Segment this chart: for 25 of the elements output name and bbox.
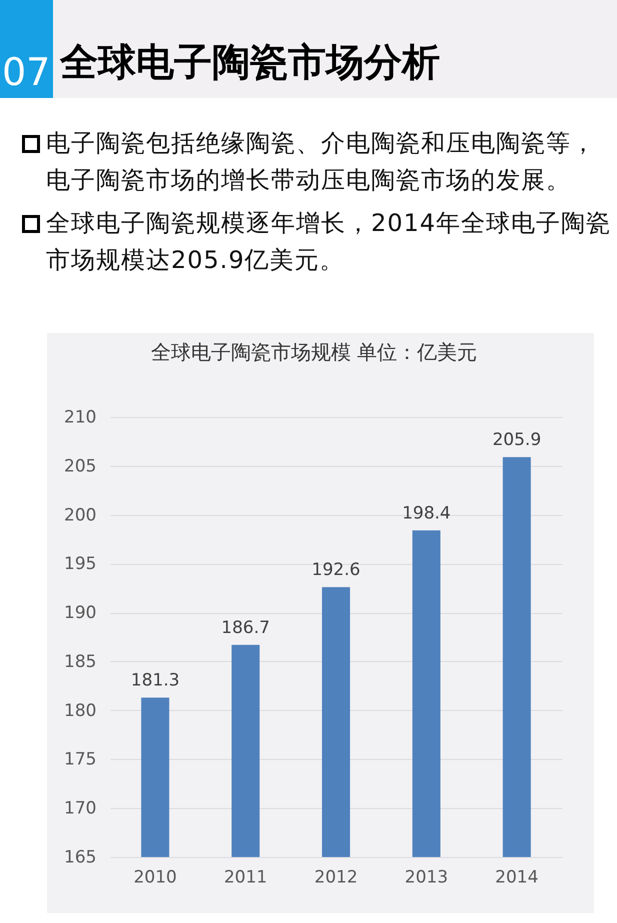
x-tick-label: 2013: [404, 868, 448, 888]
y-tick-label: 190: [64, 603, 96, 624]
y-tick-label: 170: [64, 798, 96, 819]
y-tick-label: 165: [64, 848, 96, 868]
x-tick-label: 2014: [495, 868, 538, 888]
x-tick-label: 2012: [314, 868, 358, 888]
x-tick-label: 2011: [224, 868, 268, 888]
y-tick-label: 185: [64, 652, 96, 672]
text: 电子陶瓷包括绝缘陶瓷、介电陶瓷和压电陶瓷等，电子陶瓷市场的增长带动压电陶瓷市场的发展。: [46, 129, 596, 194]
chart-subtitle: 全球电子陶瓷市场规模 单位：亿美元: [150, 340, 478, 364]
y-tick-label: 200: [64, 505, 96, 526]
y-tick-label: 175: [64, 750, 96, 770]
y-tick-label: 205: [64, 456, 96, 476]
text: 全球电子陶瓷规模逐年增长，2014年全球电子陶瓷市场规模达205.9亿美元。: [46, 209, 612, 274]
y-tick-label: 210: [64, 408, 96, 428]
data-label: 181.3: [130, 670, 180, 691]
y-tick-label: 195: [64, 554, 96, 574]
x-tick-label: 2010: [134, 868, 177, 888]
data-label: 205.9: [492, 430, 542, 450]
text: 07: [2, 50, 50, 94]
y-tick-label: 180: [64, 700, 96, 721]
data-label: 198.4: [402, 503, 451, 524]
data-label: 186.7: [221, 618, 270, 638]
data-label: 192.6: [312, 560, 360, 580]
chart-title: 全球电子陶瓷市场分析: [60, 40, 440, 84]
